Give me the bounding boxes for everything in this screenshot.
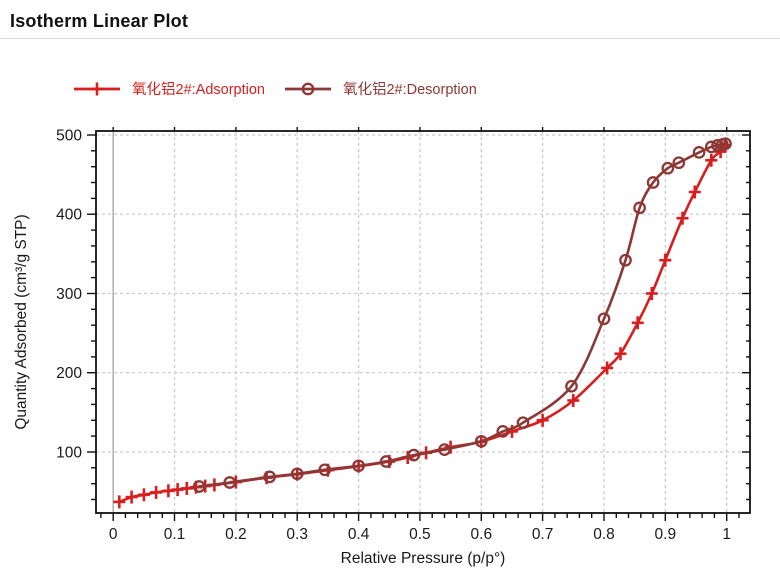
y-tick-labels: 100 200 300 400 500 [56, 128, 82, 462]
svg-text:0.6: 0.6 [471, 526, 493, 543]
y-axis-title: Quantity Adsorbed (cm³/g STP) [13, 214, 30, 429]
svg-text:0: 0 [109, 526, 118, 543]
svg-text:0.3: 0.3 [286, 526, 308, 543]
legend-item-adsorption: 氧化铝2#:Adsorption [72, 78, 265, 99]
legend-label-desorption: 氧化铝2#:Desorption [342, 82, 477, 98]
title-divider [0, 38, 780, 39]
desorption-legend-marker-icon [284, 82, 331, 95]
plot-frame [95, 130, 751, 514]
svg-text:300: 300 [56, 286, 82, 303]
svg-text:0.4: 0.4 [348, 526, 370, 543]
adsorption-legend-marker-icon [74, 82, 120, 95]
legend-label-adsorption: 氧化铝2#:Adsorption [132, 82, 265, 98]
svg-text:1: 1 [722, 526, 731, 543]
chart-area: 0 0.1 0.2 0.3 0.4 0.5 0.6 0.7 0.8 0.9 1 100 200 300 40… [0, 110, 780, 578]
svg-text:0.7: 0.7 [532, 526, 554, 543]
legend-item-desorption: 氧化铝2#:Desorption [283, 78, 477, 99]
svg-text:400: 400 [56, 207, 82, 224]
svg-text:0.2: 0.2 [225, 526, 247, 543]
chart-legend: 氧化铝2#:Adsorption 氧化铝2#:Desorption [72, 78, 477, 99]
x-tick-labels: 0 0.1 0.2 0.3 0.4 0.5 0.6 0.7 0.8 0.9 1 [109, 526, 731, 543]
desorption-series [192, 137, 732, 493]
svg-text:0.1: 0.1 [164, 526, 186, 543]
svg-text:500: 500 [56, 128, 82, 145]
svg-text:0.9: 0.9 [655, 526, 677, 543]
svg-text:200: 200 [56, 365, 82, 382]
svg-text:0.5: 0.5 [409, 526, 431, 543]
x-axis-title: Relative Pressure (p/p°) [341, 550, 506, 567]
svg-text:0.8: 0.8 [593, 526, 615, 543]
page-title: Isotherm Linear Plot [10, 11, 189, 31]
svg-text:100: 100 [56, 445, 82, 462]
isotherm-chart: 0 0.1 0.2 0.3 0.4 0.5 0.6 0.7 0.8 0.9 1 100 200 300 40… [13, 127, 751, 567]
axis-ticks [87, 127, 750, 521]
